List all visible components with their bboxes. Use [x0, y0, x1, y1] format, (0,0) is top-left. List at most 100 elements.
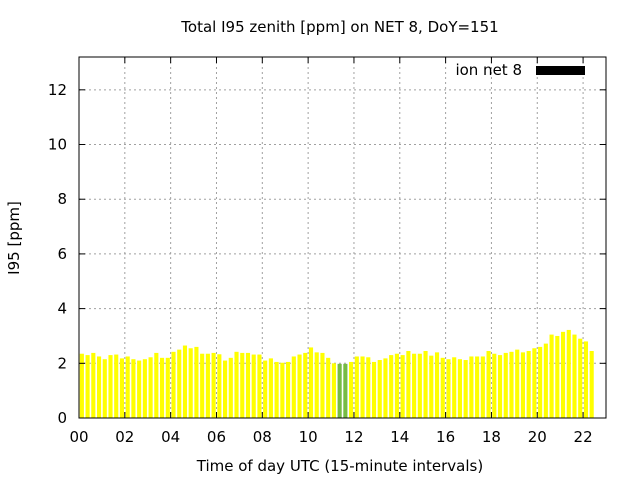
plot-frame [78, 56, 607, 419]
bar [286, 361, 291, 418]
bar [211, 352, 216, 418]
bar [257, 354, 262, 418]
bar [371, 361, 377, 418]
bar [578, 338, 583, 418]
bar [280, 362, 285, 418]
x-tick-label: 20 [528, 428, 547, 446]
bar [406, 350, 411, 418]
bar [337, 363, 342, 418]
x-tick-label: 00 [69, 428, 88, 446]
bar [469, 356, 474, 418]
bar [200, 353, 205, 418]
bar [205, 353, 210, 418]
grid [79, 57, 606, 418]
bar [188, 348, 193, 418]
bar [314, 352, 319, 418]
bar [234, 351, 239, 418]
bar [463, 360, 468, 418]
bar [182, 345, 188, 418]
x-tick-label: 14 [390, 428, 409, 446]
bar [400, 355, 405, 418]
bar [137, 360, 142, 418]
bar [492, 353, 497, 418]
bar [331, 363, 336, 418]
bar [154, 352, 159, 418]
y-tick-label: 6 [57, 245, 67, 263]
bar [148, 357, 153, 418]
bar [480, 356, 485, 418]
bar [446, 359, 451, 418]
bar [532, 348, 537, 418]
bar [165, 357, 170, 418]
bar [240, 352, 245, 418]
x-tick-label: 16 [436, 428, 455, 446]
legend-swatch [536, 66, 585, 75]
legend: ion net 8 [455, 61, 585, 79]
y-tick-label: 4 [57, 300, 67, 318]
bar [349, 361, 354, 418]
y-tick-label: 8 [57, 190, 67, 208]
bar [555, 335, 560, 418]
bar [526, 350, 531, 418]
bar [303, 352, 308, 418]
bar [114, 354, 119, 418]
bar [486, 350, 491, 418]
y-tick-label: 2 [57, 354, 67, 372]
legend-label: ion net 8 [455, 61, 522, 79]
x-tick-label: 06 [207, 428, 226, 446]
bar [434, 352, 440, 418]
bar [91, 352, 96, 418]
bar [308, 347, 314, 418]
bar [509, 351, 514, 418]
bar [268, 358, 273, 418]
bar [159, 357, 165, 418]
bar [171, 351, 176, 418]
bar [251, 354, 256, 418]
bar [515, 349, 520, 418]
bar [343, 363, 348, 418]
bar [475, 356, 480, 418]
bar [142, 359, 147, 418]
bar [85, 355, 90, 418]
bar [79, 353, 84, 418]
bar [394, 353, 399, 418]
bar [274, 361, 279, 418]
bar [549, 334, 554, 418]
bar [589, 350, 594, 418]
bar [177, 349, 182, 418]
bar [217, 354, 222, 418]
x-tick-label: 12 [344, 428, 363, 446]
y-axis-label: I95 [ppm] [5, 201, 23, 275]
y-tick-label: 10 [48, 136, 67, 154]
bar [366, 357, 371, 418]
bars [79, 329, 594, 418]
bar [326, 357, 331, 418]
y-tick-label: 12 [48, 81, 67, 99]
bar [96, 356, 102, 418]
x-tick-label: 18 [482, 428, 501, 446]
bar [497, 355, 503, 418]
bar [360, 356, 365, 418]
bar [538, 346, 543, 418]
bar [245, 352, 251, 418]
bar [560, 331, 566, 418]
bar [228, 357, 233, 418]
bar [194, 346, 199, 418]
bar [125, 356, 130, 418]
bar [566, 329, 571, 418]
bar [583, 341, 589, 418]
y-tick-label: 0 [57, 409, 67, 427]
bar [383, 358, 388, 418]
bar [377, 360, 382, 418]
bar [543, 343, 548, 418]
x-axis-label: Time of day UTC (15-minute intervals) [196, 457, 483, 475]
bar [520, 352, 526, 418]
bar [457, 359, 462, 418]
bar [412, 353, 417, 418]
bar [320, 352, 325, 418]
bar [263, 360, 268, 418]
bar [423, 350, 428, 418]
x-tick-label: 08 [253, 428, 272, 446]
x-tick-label: 22 [574, 428, 593, 446]
